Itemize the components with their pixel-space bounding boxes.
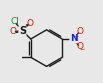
Text: O: O [76, 27, 83, 36]
Text: +: + [73, 34, 78, 39]
Text: S: S [19, 26, 26, 36]
Text: O: O [9, 27, 16, 36]
Text: O: O [76, 42, 83, 51]
Text: N: N [70, 34, 77, 43]
Text: O: O [27, 19, 34, 28]
Text: Cl: Cl [10, 18, 19, 26]
Text: −: − [79, 46, 84, 51]
